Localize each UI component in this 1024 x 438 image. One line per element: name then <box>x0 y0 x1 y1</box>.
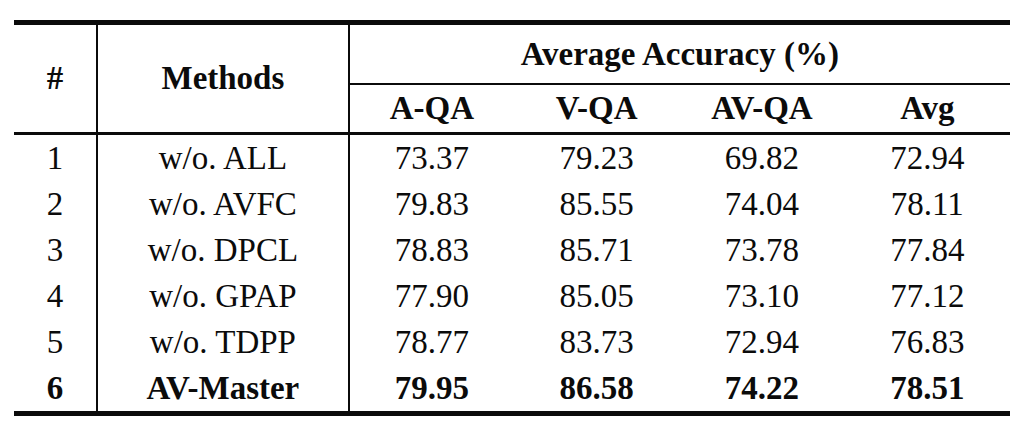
row-number-cell: 6 <box>14 365 97 414</box>
paper-table-figure: # Methods Average Accuracy (%) A-QA V-QA… <box>0 0 1024 438</box>
table-row-highlight-method: 6 AV-Master 79.95 86.58 74.22 78.51 <box>14 365 1010 414</box>
avg-cell: 72.94 <box>845 134 1010 182</box>
av-qa-cell: 73.78 <box>679 227 844 273</box>
a-qa-cell: 78.77 <box>349 319 514 365</box>
column-header-a-qa: A-QA <box>349 84 514 134</box>
column-header-avg: Avg <box>845 84 1010 134</box>
av-qa-cell: 74.22 <box>679 365 844 414</box>
column-header-av-qa: AV-QA <box>679 84 844 134</box>
table-row: 5 w/o. TDPP 78.77 83.73 72.94 76.83 <box>14 319 1010 365</box>
av-qa-cell: 72.94 <box>679 319 844 365</box>
v-qa-cell: 86.58 <box>514 365 679 414</box>
ablation-results-table: # Methods Average Accuracy (%) A-QA V-QA… <box>14 20 1010 416</box>
av-qa-cell: 74.04 <box>679 181 844 227</box>
av-qa-cell: 69.82 <box>679 134 844 182</box>
table-row: 1 w/o. ALL 73.37 79.23 69.82 72.94 <box>14 134 1010 182</box>
a-qa-cell: 79.95 <box>349 365 514 414</box>
avg-cell: 77.84 <box>845 227 1010 273</box>
column-header-methods: Methods <box>97 23 349 134</box>
avg-cell: 77.12 <box>845 273 1010 319</box>
column-header-number: # <box>14 23 97 134</box>
a-qa-cell: 78.83 <box>349 227 514 273</box>
row-number-cell: 1 <box>14 134 97 182</box>
results-table: # Methods Average Accuracy (%) A-QA V-QA… <box>14 20 1010 416</box>
method-cell: w/o. TDPP <box>97 319 349 365</box>
table-row: 4 w/o. GPAP 77.90 85.05 73.10 77.12 <box>14 273 1010 319</box>
v-qa-cell: 85.71 <box>514 227 679 273</box>
row-number-cell: 2 <box>14 181 97 227</box>
v-qa-cell: 83.73 <box>514 319 679 365</box>
avg-cell: 76.83 <box>845 319 1010 365</box>
method-cell: w/o. ALL <box>97 134 349 182</box>
method-cell: w/o. AVFC <box>97 181 349 227</box>
method-cell: w/o. DPCL <box>97 227 349 273</box>
method-cell: w/o. GPAP <box>97 273 349 319</box>
v-qa-cell: 85.05 <box>514 273 679 319</box>
column-header-v-qa: V-QA <box>514 84 679 134</box>
av-qa-cell: 73.10 <box>679 273 844 319</box>
a-qa-cell: 73.37 <box>349 134 514 182</box>
header-row-group: # Methods Average Accuracy (%) <box>14 23 1010 85</box>
a-qa-cell: 79.83 <box>349 181 514 227</box>
table-row: 2 w/o. AVFC 79.83 85.55 74.04 78.11 <box>14 181 1010 227</box>
v-qa-cell: 79.23 <box>514 134 679 182</box>
method-cell: AV-Master <box>97 365 349 414</box>
column-header-average-accuracy: Average Accuracy (%) <box>349 23 1010 85</box>
a-qa-cell: 77.90 <box>349 273 514 319</box>
avg-cell: 78.51 <box>845 365 1010 414</box>
avg-cell: 78.11 <box>845 181 1010 227</box>
row-number-cell: 5 <box>14 319 97 365</box>
table-row: 3 w/o. DPCL 78.83 85.71 73.78 77.84 <box>14 227 1010 273</box>
v-qa-cell: 85.55 <box>514 181 679 227</box>
row-number-cell: 3 <box>14 227 97 273</box>
row-number-cell: 4 <box>14 273 97 319</box>
